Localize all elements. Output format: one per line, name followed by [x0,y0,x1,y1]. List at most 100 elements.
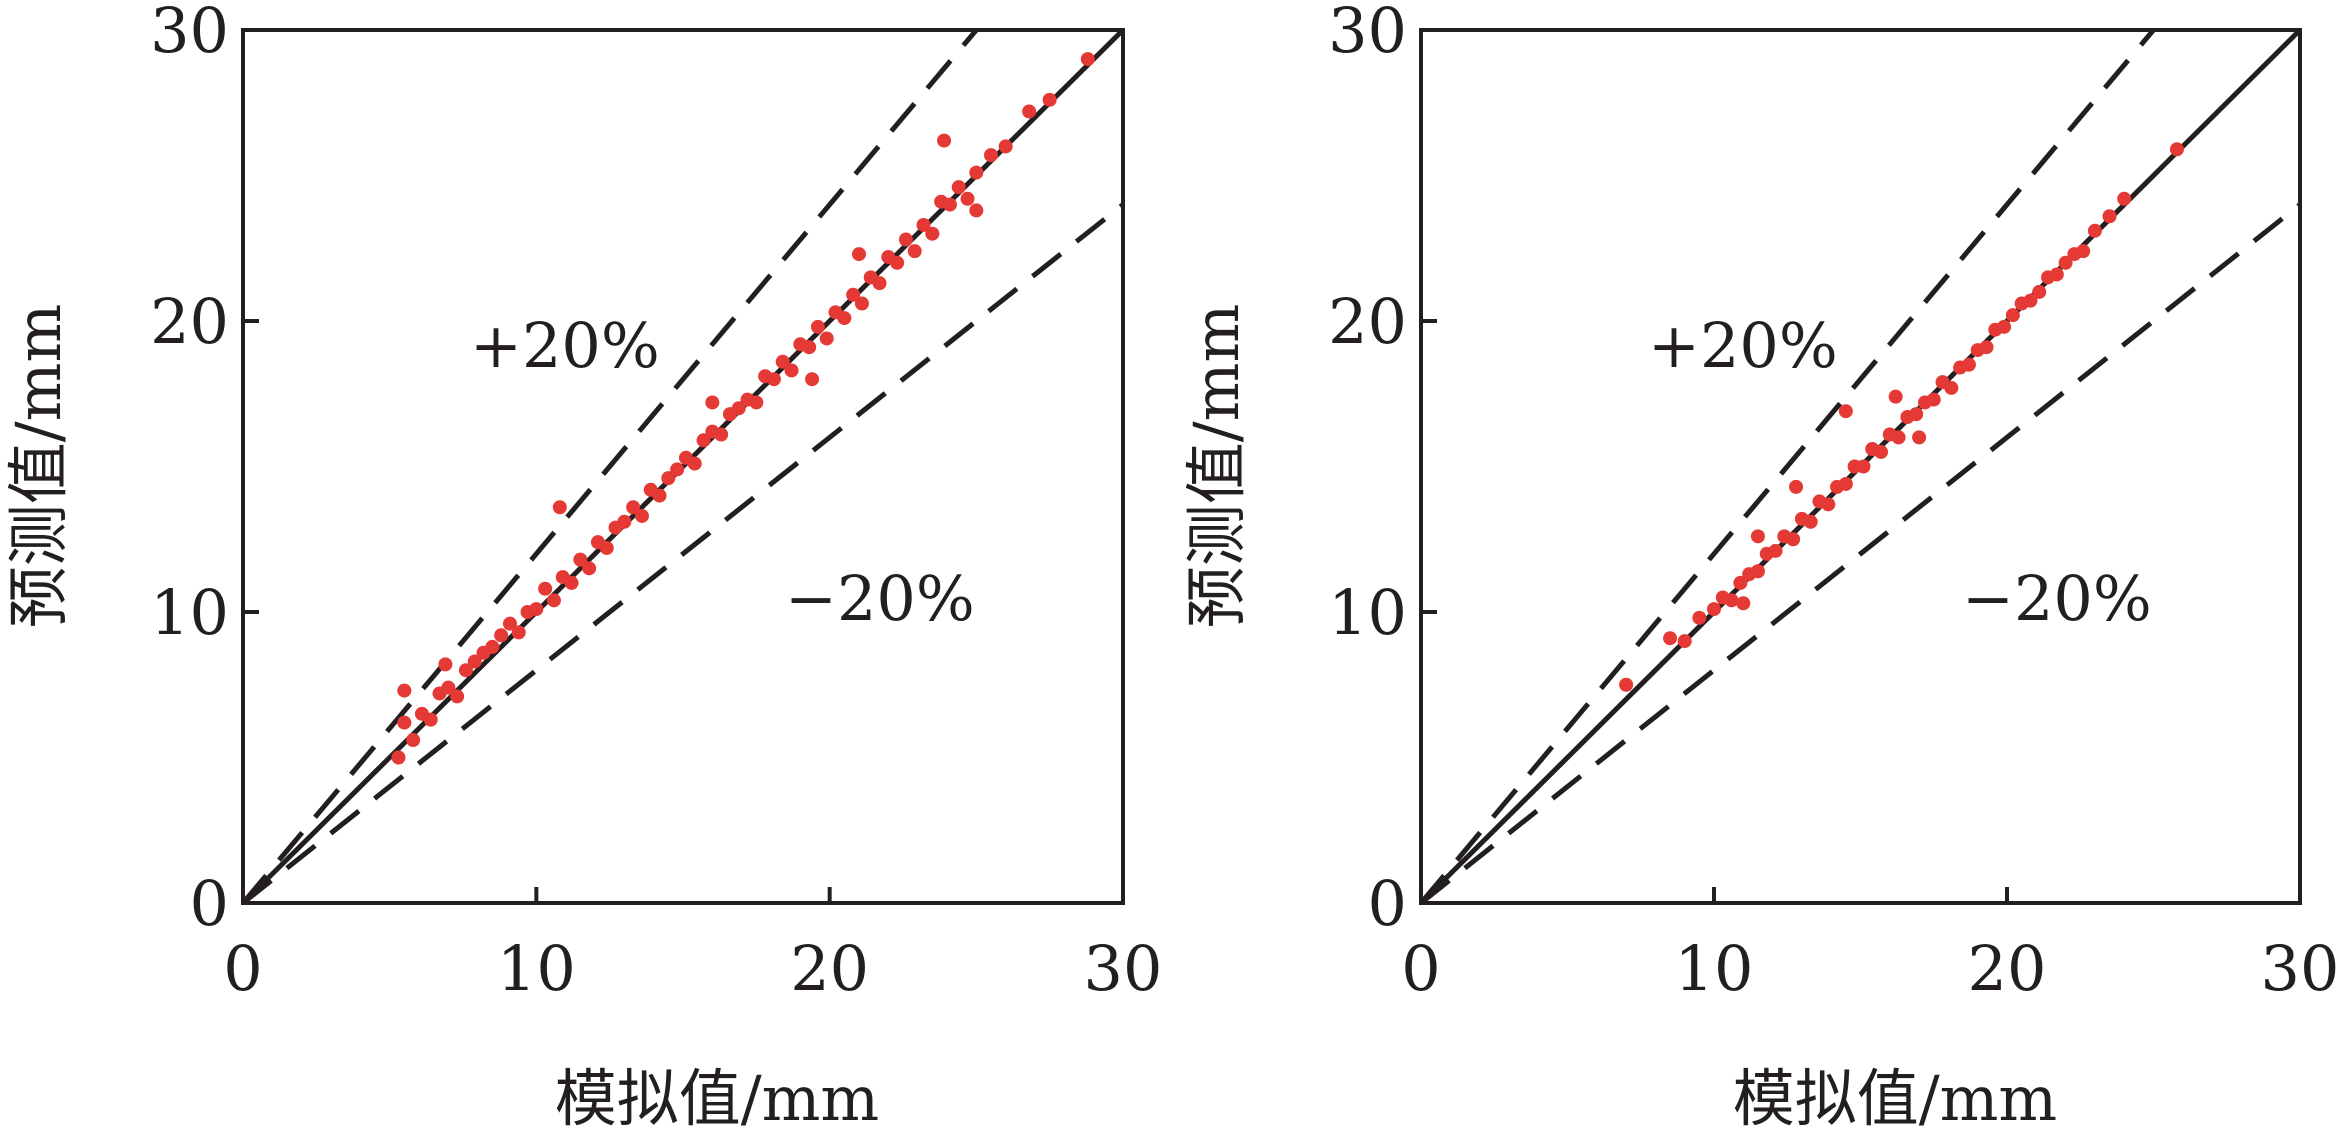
x-tick-label: 10 [497,932,576,1005]
x-tick-label: 0 [1401,932,1440,1005]
data-point [969,203,984,218]
scatter-panel-right: 预测值/mm 模拟值/mm +20% −20% 00 10 10 20 20 30 30 [1180,0,2339,1129]
data-point [397,683,412,698]
annotation-plus-20-right: +20% [1648,309,1838,382]
data-point [423,712,438,727]
data-point [1750,529,1765,544]
data-point [1803,514,1818,529]
data-point [984,148,998,163]
data-point [1022,104,1037,119]
data-point [1912,430,1927,445]
data-point [837,311,852,326]
data-point [1979,340,1994,355]
data-point [652,488,667,503]
data-point [2049,267,2064,282]
data-point [441,680,456,695]
x-tick-label: 0 [223,932,262,1005]
data-point [2102,209,2117,224]
data-point [819,331,834,346]
data-point [582,561,597,576]
data-point [391,750,406,765]
data-point [998,139,1013,154]
data-point [1663,631,1678,646]
annotation-minus-20-right: −20% [1962,562,2152,635]
data-point [687,456,702,471]
y-tick-label: 0 [190,867,229,940]
x-tick-label: 20 [1968,932,2047,1005]
data-point [467,654,482,669]
data-point [1909,407,1924,422]
data-point [854,296,869,311]
annotation-plus-20-left: +20% [470,309,660,382]
data-point [960,191,975,206]
annotation-minus-20-left: −20% [785,562,975,635]
data-point [661,471,676,486]
data-point [2058,255,2073,270]
data-point [1997,319,2012,334]
data-point [872,276,887,291]
data-point [805,372,820,387]
x-tick-label: 20 [790,932,869,1005]
y-tick-label: 30 [1328,0,1407,67]
data-point [2023,293,2038,308]
data-point [1926,392,1941,407]
data-point [397,715,412,730]
data-point [1724,593,1739,608]
data-point [1080,52,1095,67]
y-axis-label-left: 预测值/mm [2,304,75,628]
data-point [714,427,729,442]
data-point [969,165,984,180]
x-tick-label: 30 [1084,932,1163,1005]
plot-frame-left [241,28,1125,905]
data-point [2005,308,2020,323]
data-point [511,625,526,640]
data-point [1944,380,1959,395]
data-point [1856,459,1871,474]
y-tick-label: 0 [1368,867,1407,940]
data-point [1692,610,1707,625]
data-point [502,616,517,631]
data-point [617,514,632,529]
data-point [1619,677,1634,692]
data-point [406,733,421,748]
x-axis-label-right: 模拟值/mm [1733,1062,2057,1129]
y-tick-label: 20 [150,285,229,358]
data-point [552,500,567,515]
y-tick-label: 30 [150,0,229,67]
data-point [1042,92,1057,107]
data-point [916,217,931,232]
data-point [898,232,913,247]
data-point [852,247,866,262]
y-axis-label-right: 预测值/mm [1180,304,1253,628]
x-tick-label: 10 [1675,932,1754,1005]
data-point [546,593,561,608]
scatter-panel-left: 预测值/mm 模拟值/mm +20% −20% 00 10 10 20 20 30 30 [2,0,1162,1129]
data-point [846,287,861,302]
data-point [599,540,614,555]
x-tick-label: 30 [2261,932,2340,1005]
data-points-right [1619,142,2184,692]
data-point [1786,532,1801,547]
data-point [731,401,746,416]
data-point [2032,284,2047,299]
x-axis-label-left: 模拟值/mm [555,1062,879,1129]
data-point [942,197,957,212]
data-point [670,462,685,477]
data-point [890,255,905,270]
data-point [1750,564,1765,579]
data-point [450,689,465,704]
plus-20-dashed-line-left [243,30,979,903]
data-point [485,639,500,654]
data-point [802,340,817,355]
data-point [573,552,588,567]
data-point [626,500,641,515]
data-point [1838,476,1853,491]
data-point [907,244,922,259]
data-point [1677,634,1692,649]
data-point [951,180,966,195]
data-point [925,226,940,241]
minus-20-dashed-line-left [243,202,1123,903]
data-point [634,508,649,523]
plus-20-dashed-line-right [1421,30,2156,903]
